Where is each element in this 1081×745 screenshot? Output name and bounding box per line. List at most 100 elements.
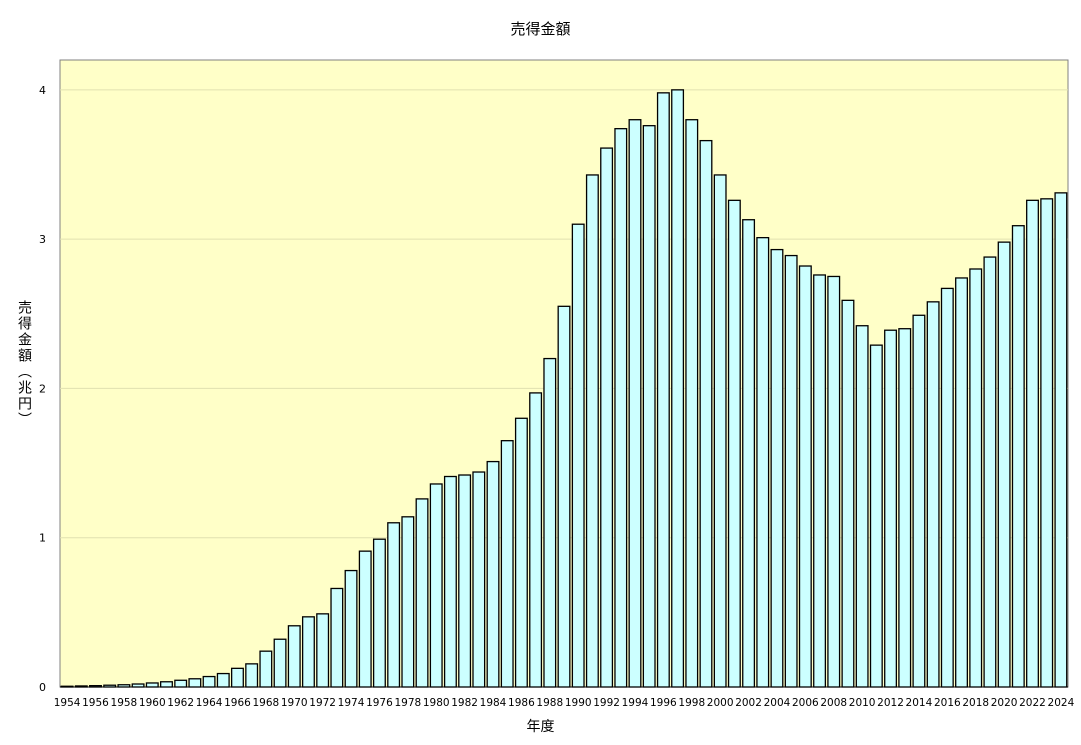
bar xyxy=(472,471,486,688)
bar xyxy=(301,616,315,688)
y-tick-label: 0 xyxy=(39,681,46,694)
bar xyxy=(585,174,599,688)
x-tick-label: 1960 xyxy=(139,697,166,709)
x-tick-label: 1970 xyxy=(281,697,308,709)
bar xyxy=(273,638,287,688)
bar xyxy=(202,675,216,688)
bar xyxy=(529,392,543,688)
bar xyxy=(997,241,1011,688)
x-tick-label: 2018 xyxy=(962,697,989,709)
bar xyxy=(429,483,443,688)
bar xyxy=(514,417,528,688)
x-tick-label: 1980 xyxy=(423,697,450,709)
x-tick-label: 1998 xyxy=(678,697,705,709)
bar xyxy=(841,299,855,688)
bar xyxy=(742,219,756,688)
bar xyxy=(458,474,472,688)
x-tick-label: 1994 xyxy=(622,697,649,709)
bar xyxy=(287,625,301,688)
bar xyxy=(628,119,642,688)
bar xyxy=(174,679,188,688)
bar xyxy=(557,305,571,688)
x-tick-label: 1986 xyxy=(508,697,535,709)
x-tick-label: 2004 xyxy=(764,697,791,709)
bar xyxy=(656,92,670,688)
bar xyxy=(614,128,628,688)
x-tick-label: 2012 xyxy=(877,697,904,709)
x-tick-label: 1996 xyxy=(650,697,677,709)
x-tick-label: 1990 xyxy=(565,697,592,709)
bar xyxy=(912,314,926,688)
bar xyxy=(940,287,954,688)
x-tick-label: 1954 xyxy=(54,697,81,709)
x-tick-label: 1992 xyxy=(593,697,620,709)
x-tick-label: 2000 xyxy=(707,697,734,709)
chart-title: 売得金額 xyxy=(510,20,571,38)
bar xyxy=(543,357,557,688)
bar xyxy=(344,569,358,688)
y-tick-label: 3 xyxy=(39,233,46,246)
bar xyxy=(443,475,457,688)
x-tick-label: 1968 xyxy=(252,697,279,709)
x-tick-label: 1962 xyxy=(167,697,194,709)
y-axis-label: 売得金額（兆円） xyxy=(16,300,32,428)
bar xyxy=(245,663,259,688)
bar xyxy=(727,199,741,688)
bar xyxy=(330,587,344,688)
bar xyxy=(600,147,614,688)
x-tick-label: 2010 xyxy=(849,697,876,709)
bar xyxy=(699,139,713,688)
bar xyxy=(1026,199,1039,688)
x-tick-label: 1978 xyxy=(394,697,421,709)
bar xyxy=(486,460,500,688)
x-tick-label: 1956 xyxy=(82,697,109,709)
bar xyxy=(230,667,244,688)
bar xyxy=(160,681,173,688)
bar xyxy=(671,89,685,688)
y-tick-label: 2 xyxy=(39,382,46,395)
bar xyxy=(358,550,372,688)
bar xyxy=(798,265,812,688)
bar xyxy=(784,254,798,688)
x-tick-label: 1976 xyxy=(366,697,393,709)
bar xyxy=(926,301,940,688)
bar xyxy=(415,498,429,688)
x-tick-label: 1982 xyxy=(451,697,478,709)
bar xyxy=(188,678,202,688)
bar xyxy=(955,277,968,688)
x-tick-label: 2022 xyxy=(1019,697,1046,709)
bar xyxy=(145,682,159,688)
y-tick-label: 4 xyxy=(39,84,46,97)
x-tick-label: 2002 xyxy=(735,697,762,709)
x-tick-label: 2006 xyxy=(792,697,819,709)
bar xyxy=(713,174,727,688)
x-tick-label: 2024 xyxy=(1048,697,1075,709)
x-tick-label: 2020 xyxy=(991,697,1018,709)
bar xyxy=(813,274,827,688)
x-tick-label: 2016 xyxy=(934,697,961,709)
bar xyxy=(898,328,912,688)
bar xyxy=(642,125,656,688)
bar xyxy=(216,672,230,688)
bar xyxy=(500,440,514,688)
bar xyxy=(1040,198,1054,688)
bar xyxy=(372,538,386,688)
x-tick-label: 1966 xyxy=(224,697,251,709)
bar xyxy=(869,344,883,688)
bar xyxy=(401,516,415,688)
bar xyxy=(884,329,898,688)
bar xyxy=(685,119,699,688)
bar xyxy=(1011,225,1025,688)
x-tick-label: 1972 xyxy=(309,697,336,709)
bar xyxy=(855,325,869,688)
bar xyxy=(969,268,983,688)
x-tick-label: 1984 xyxy=(480,697,507,709)
x-tick-label: 2008 xyxy=(820,697,847,709)
bar xyxy=(983,256,997,688)
bar xyxy=(387,522,401,688)
x-tick-label: 1964 xyxy=(196,697,223,709)
x-tick-label: 1958 xyxy=(111,697,138,709)
bar xyxy=(316,613,330,688)
x-tick-label: 2014 xyxy=(906,697,933,709)
